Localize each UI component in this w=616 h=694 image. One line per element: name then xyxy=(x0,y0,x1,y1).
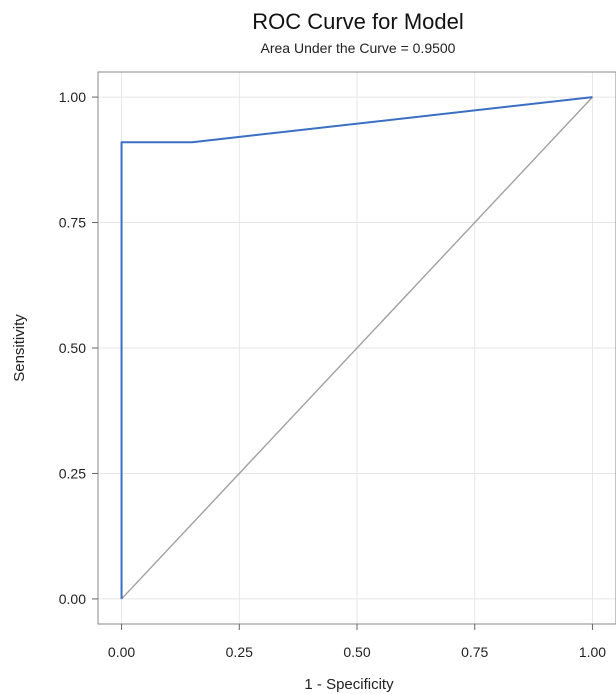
x-tick-label: 0.75 xyxy=(461,644,488,660)
chart-title: ROC Curve for Model xyxy=(252,9,464,34)
x-tick-label: 1.00 xyxy=(579,644,606,660)
y-tick-label: 1.00 xyxy=(59,89,86,105)
y-tick-label: 0.00 xyxy=(59,591,86,607)
x-tick-label: 0.25 xyxy=(226,644,253,660)
chart-subtitle: Area Under the Curve = 0.9500 xyxy=(260,40,456,56)
y-tick-label: 0.75 xyxy=(59,215,86,231)
y-axis-ticks: 0.00 0.25 0.50 0.75 1.00 xyxy=(59,89,98,607)
x-tick-label: 0.00 xyxy=(108,644,135,660)
x-tick-label: 0.50 xyxy=(343,644,370,660)
x-axis-ticks: 0.00 0.25 0.50 0.75 1.00 xyxy=(108,624,606,660)
series-layer xyxy=(120,96,593,600)
x-axis-title: 1 - Specificity xyxy=(304,676,394,693)
y-tick-label: 0.50 xyxy=(59,340,86,356)
roc-curve-line xyxy=(120,96,593,599)
reference-diagonal-line xyxy=(121,96,593,600)
y-tick-label: 0.25 xyxy=(59,465,86,481)
y-axis-title: Sensitivity xyxy=(11,314,28,382)
